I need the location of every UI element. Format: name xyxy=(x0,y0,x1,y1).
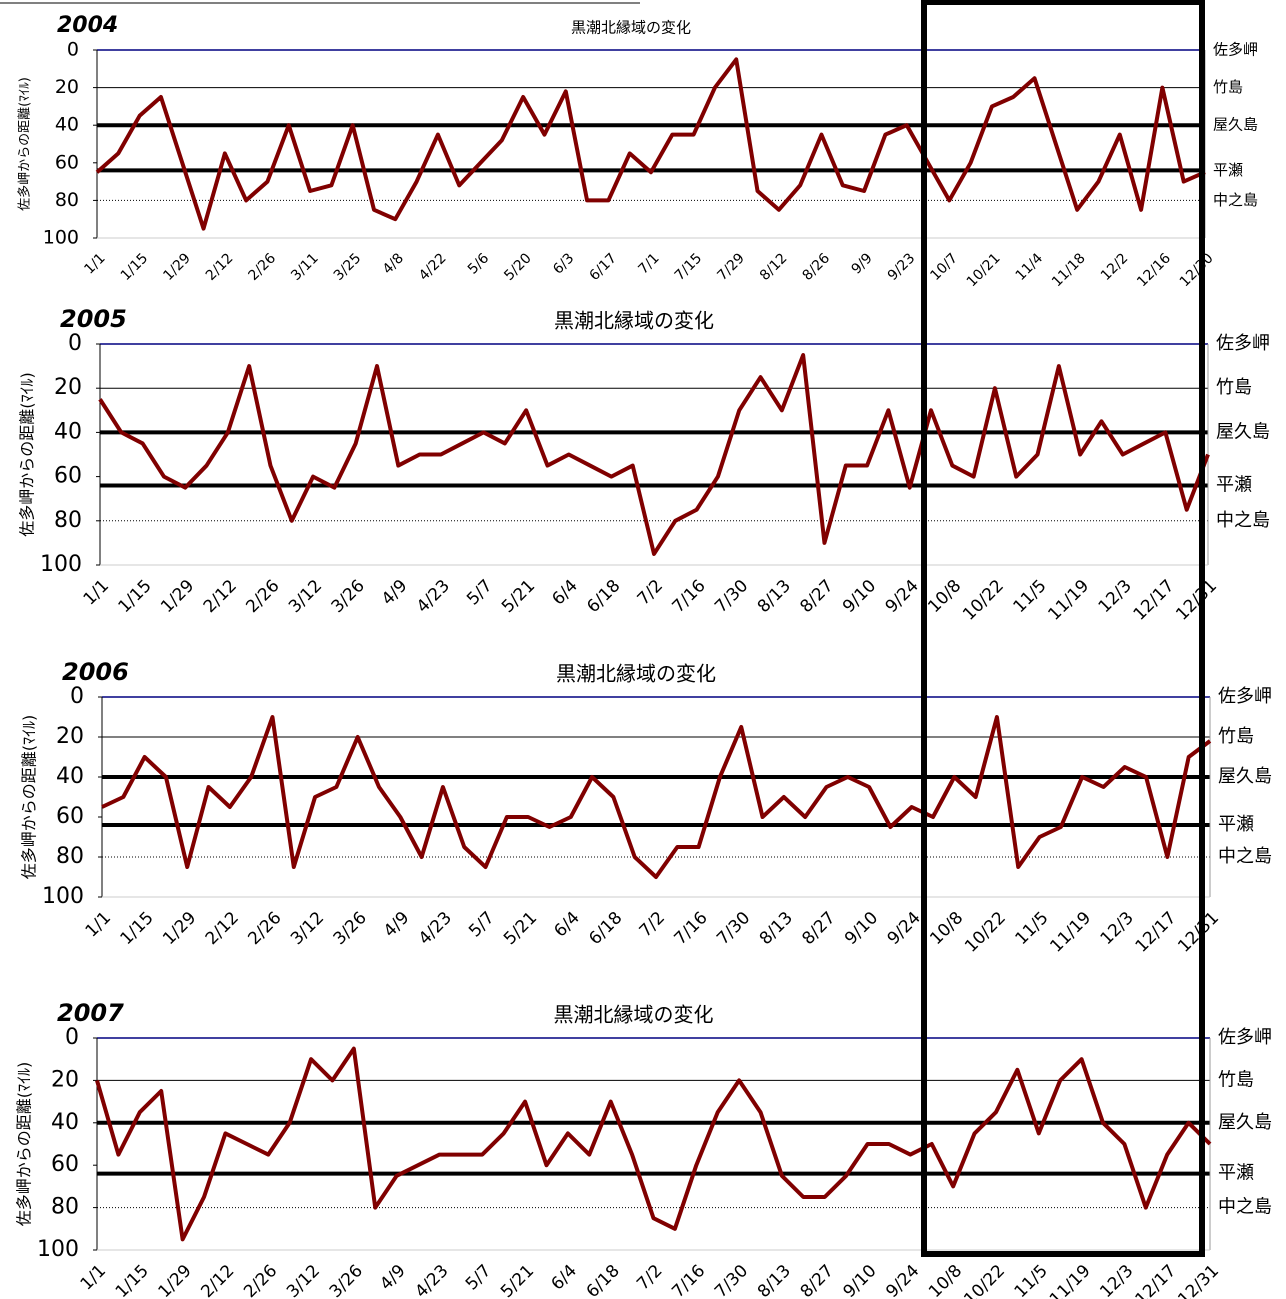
reference-label: 平瀬 xyxy=(1216,474,1252,495)
panels: 2004 黒潮北縁域の変化佐多岬からの距離(ﾏｲﾙ)佐多岬竹島屋久島平瀬中之島02… xyxy=(15,13,1273,1299)
y-tick-label: 20 xyxy=(54,375,82,400)
data-line xyxy=(95,1046,1212,1242)
y-tick-label: 60 xyxy=(55,151,79,173)
data-line xyxy=(101,715,1212,879)
y-tick-label: 60 xyxy=(56,804,84,829)
chart-title: 黒潮北縁域の変化 xyxy=(554,1003,714,1027)
reference-label: 平瀬 xyxy=(1218,1163,1254,1184)
y-tick-label: 80 xyxy=(51,1195,79,1220)
reference-label: 佐多岬 xyxy=(1218,1027,1272,1048)
reference-label: 平瀬 xyxy=(1213,161,1243,179)
y-axis-label: 佐多岬からの距離(ﾏｲﾙ) xyxy=(15,1062,34,1227)
data-line xyxy=(95,57,1206,231)
y-axis-label: 佐多岬からの距離(ﾏｲﾙ) xyxy=(17,77,33,211)
y-tick-label: 20 xyxy=(51,1067,79,1092)
reference-label: 平瀬 xyxy=(1218,814,1254,835)
y-tick-label: 0 xyxy=(70,684,84,709)
year-label: 2005 xyxy=(60,305,127,333)
y-tick-label: 60 xyxy=(51,1152,79,1177)
y-tick-label: 40 xyxy=(55,114,79,136)
y-tick-label: 100 xyxy=(43,227,79,249)
chart-title: 黒潮北縁域の変化 xyxy=(554,309,714,333)
year-label: 2004 xyxy=(57,13,118,38)
chart-title: 黒潮北縁域の変化 xyxy=(571,19,691,37)
y-tick-label: 0 xyxy=(65,1025,79,1050)
reference-label: 佐多岬 xyxy=(1216,333,1270,354)
reference-label: 屋久島 xyxy=(1218,1112,1272,1133)
chart-title: 黒潮北縁域の変化 xyxy=(556,662,716,686)
y-tick-label: 100 xyxy=(40,552,82,577)
y-tick-label: 80 xyxy=(54,508,82,533)
y-tick-label: 0 xyxy=(68,331,82,356)
reference-label: 屋久島 xyxy=(1216,421,1270,442)
y-tick-label: 100 xyxy=(42,884,84,909)
y-axis-label: 佐多岬からの距離(ﾏｲﾙ) xyxy=(18,372,37,537)
data-line xyxy=(98,353,1210,556)
y-tick-label: 40 xyxy=(56,764,84,789)
year-label: 2007 xyxy=(57,999,124,1027)
year-label: 2006 xyxy=(62,658,129,686)
reference-label: 佐多岬 xyxy=(1218,686,1272,707)
y-tick-label: 40 xyxy=(51,1110,79,1135)
y-tick-label: 0 xyxy=(67,39,79,61)
reference-label: 中之島 xyxy=(1218,846,1272,867)
reference-label: 竹島 xyxy=(1213,78,1243,96)
y-tick-label: 40 xyxy=(54,419,82,444)
reference-label: 屋久島 xyxy=(1218,766,1272,787)
y-axis-label: 佐多岬からの距離(ﾏｲﾙ) xyxy=(20,715,39,880)
y-tick-label: 20 xyxy=(55,76,79,98)
reference-label: 屋久島 xyxy=(1213,116,1258,134)
reference-label: 竹島 xyxy=(1216,377,1252,398)
reference-label: 竹島 xyxy=(1218,1069,1254,1090)
reference-label: 中之島 xyxy=(1213,191,1258,209)
reference-label: 中之島 xyxy=(1216,510,1270,531)
y-tick-label: 100 xyxy=(37,1237,79,1262)
y-tick-label: 20 xyxy=(56,724,84,749)
reference-label: 中之島 xyxy=(1218,1197,1272,1218)
reference-label: 佐多岬 xyxy=(1213,41,1258,59)
y-tick-label: 80 xyxy=(55,189,79,211)
highlight-box xyxy=(921,0,1205,1257)
y-tick-label: 80 xyxy=(56,844,84,869)
reference-label: 竹島 xyxy=(1218,726,1254,747)
y-tick-label: 60 xyxy=(54,464,82,489)
